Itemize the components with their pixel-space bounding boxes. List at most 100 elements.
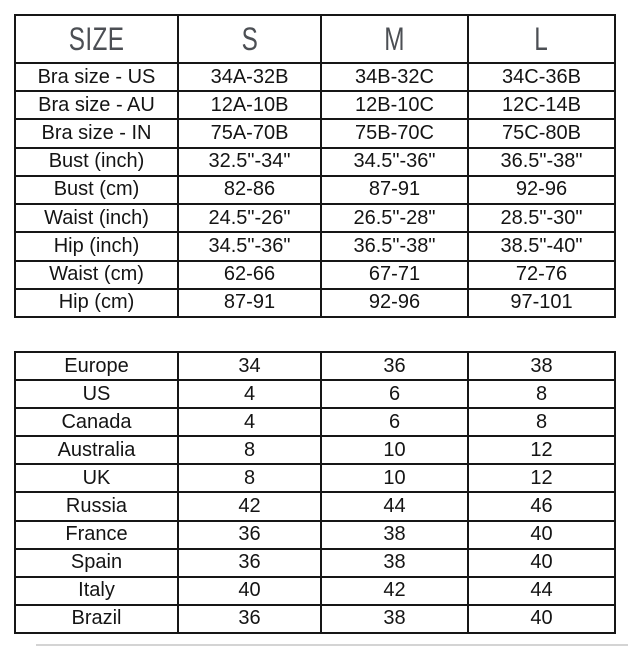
table-row: UK 8 10 12 [14, 463, 616, 494]
table-row: Russia 42 44 46 [14, 491, 616, 522]
table-row: Hip (cm) 87-91 92-96 97-101 [14, 287, 616, 319]
value-cell: 12C-14B [467, 90, 616, 121]
cutoff-row-line [36, 644, 628, 646]
value-cell: 4 [177, 407, 322, 438]
table-row: Bust (cm) 82-86 87-91 92-96 [14, 174, 616, 206]
value-cell: 75C-80B [467, 118, 616, 149]
table-row: France 36 38 40 [14, 519, 616, 550]
column-header-m: M [320, 14, 469, 64]
value-cell: 38.5"-40" [467, 231, 616, 262]
value-cell: 44 [320, 491, 469, 522]
value-cell: 12 [467, 463, 616, 494]
value-cell: 6 [320, 379, 469, 410]
value-cell: 34.5"-36" [177, 231, 322, 262]
value-cell: 44 [467, 575, 616, 606]
size-header-cell: SIZE [14, 14, 179, 64]
column-header-s: S [177, 14, 322, 64]
row-label: Bra size - IN [14, 118, 179, 149]
value-cell: 87-91 [177, 287, 322, 319]
value-cell: 75B-70C [320, 118, 469, 149]
value-cell: 92-96 [320, 287, 469, 319]
row-label: Hip (cm) [14, 287, 179, 319]
value-cell: 42 [177, 491, 322, 522]
value-cell: 24.5"-26" [177, 203, 322, 234]
value-cell: 82-86 [177, 174, 322, 206]
value-cell: 36 [177, 547, 322, 578]
row-label: UK [14, 463, 179, 494]
row-label: Brazil [14, 603, 179, 635]
row-label: Europe [14, 350, 179, 382]
table-row: Australia 8 10 12 [14, 435, 616, 466]
table-row: US 4 6 8 [14, 379, 616, 410]
value-cell: 10 [320, 435, 469, 466]
row-label: Australia [14, 435, 179, 466]
value-cell: 87-91 [320, 174, 469, 206]
value-cell: 8 [177, 463, 322, 494]
row-label: Bra size - AU [14, 90, 179, 121]
table-row: Europe 34 36 38 [14, 350, 616, 382]
value-cell: 92-96 [467, 174, 616, 206]
table-row: Spain 36 38 40 [14, 547, 616, 578]
country-conversion-table: Europe 34 36 38 US 4 6 8 Canada 4 6 8 Australia 8 10 12… [14, 350, 616, 635]
table-row: Italy 40 42 44 [14, 575, 616, 606]
table-row: Brazil 36 38 40 [14, 603, 616, 635]
value-cell: 72-76 [467, 259, 616, 290]
value-cell: 40 [467, 519, 616, 550]
table-row: Bust (inch) 32.5"-34" 34.5"-36" 36.5"-38" [14, 146, 616, 177]
value-cell: 34B-32C [320, 61, 469, 93]
value-cell: 40 [177, 575, 322, 606]
row-label: Waist (inch) [14, 203, 179, 234]
value-cell: 4 [177, 379, 322, 410]
value-cell: 38 [320, 547, 469, 578]
value-cell: 10 [320, 463, 469, 494]
value-cell: 40 [467, 547, 616, 578]
value-cell: 12B-10C [320, 90, 469, 121]
header-row: SIZE S M L [14, 14, 616, 64]
value-cell: 26.5"-28" [320, 203, 469, 234]
table-row: Canada 4 6 8 [14, 407, 616, 438]
row-label: Hip (inch) [14, 231, 179, 262]
value-cell: 62-66 [177, 259, 322, 290]
table-row: Hip (inch) 34.5"-36" 36.5"-38" 38.5"-40" [14, 231, 616, 262]
value-cell: 34A-32B [177, 61, 322, 93]
value-cell: 36 [177, 603, 322, 635]
value-cell: 67-71 [320, 259, 469, 290]
value-cell: 36 [320, 350, 469, 382]
value-cell: 75A-70B [177, 118, 322, 149]
value-cell: 6 [320, 407, 469, 438]
value-cell: 32.5"-34" [177, 146, 322, 177]
value-cell: 42 [320, 575, 469, 606]
table-row: Waist (cm) 62-66 67-71 72-76 [14, 259, 616, 290]
value-cell: 36.5"-38" [320, 231, 469, 262]
value-cell: 46 [467, 491, 616, 522]
value-cell: 28.5"-30" [467, 203, 616, 234]
row-label: Bust (inch) [14, 146, 179, 177]
row-label: Russia [14, 491, 179, 522]
row-label: Italy [14, 575, 179, 606]
value-cell: 8 [467, 407, 616, 438]
table-row: Waist (inch) 24.5"-26" 26.5"-28" 28.5"-30" [14, 203, 616, 234]
value-cell: 34 [177, 350, 322, 382]
column-header-l: L [467, 14, 616, 64]
value-cell: 8 [467, 379, 616, 410]
row-label: Bra size - US [14, 61, 179, 93]
size-header-label: SIZE [68, 20, 125, 57]
value-cell: 8 [177, 435, 322, 466]
value-cell: 38 [320, 519, 469, 550]
row-label: Canada [14, 407, 179, 438]
value-cell: 38 [467, 350, 616, 382]
value-cell: 36.5"-38" [467, 146, 616, 177]
row-label: Bust (cm) [14, 174, 179, 206]
value-cell: 97-101 [467, 287, 616, 319]
value-cell: 38 [320, 603, 469, 635]
value-cell: 40 [467, 603, 616, 635]
table-row: Bra size - US 34A-32B 34B-32C 34C-36B [14, 61, 616, 93]
value-cell: 36 [177, 519, 322, 550]
row-label: France [14, 519, 179, 550]
table-row: Bra size - IN 75A-70B 75B-70C 75C-80B [14, 118, 616, 149]
value-cell: 34C-36B [467, 61, 616, 93]
value-cell: 12 [467, 435, 616, 466]
row-label: Waist (cm) [14, 259, 179, 290]
table-row: Bra size - AU 12A-10B 12B-10C 12C-14B [14, 90, 616, 121]
